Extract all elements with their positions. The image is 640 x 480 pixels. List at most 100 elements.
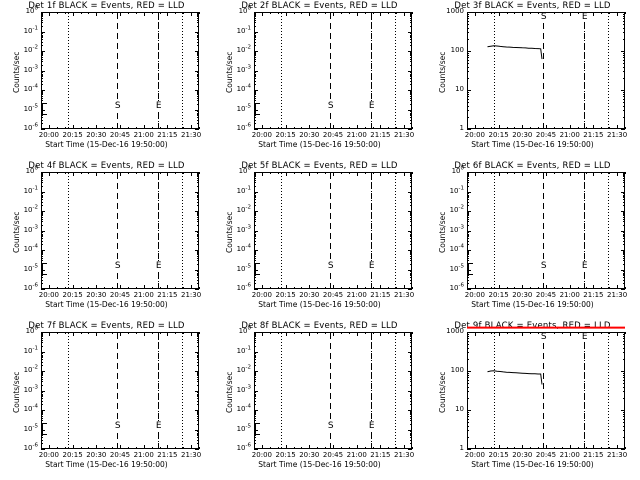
y-tick-minor [254, 439, 256, 441]
y-tick-minor [197, 279, 199, 281]
y-tick-minor [254, 212, 256, 214]
y-tick-minor [410, 251, 412, 253]
y-tick-minor [254, 361, 256, 363]
y-tick-minor [623, 91, 625, 93]
panel-6f: Det 6f BLACK = Events, RED = LLD 100 10-1 1… [426, 160, 639, 320]
x-tick-minor [277, 332, 279, 334]
guide-line-dotted [181, 13, 183, 128]
y-tick-minor [254, 192, 256, 194]
x-tick-mark [309, 12, 311, 16]
x-tick-mark [569, 332, 571, 336]
y-tick-minor [410, 273, 412, 275]
y-tick-mark [408, 31, 412, 33]
x-tick-minor [585, 287, 587, 289]
y-tick-minor [41, 17, 43, 19]
y-tick-minor [623, 398, 625, 400]
y-tick-minor [41, 336, 43, 338]
x-tick-mark [285, 445, 287, 449]
y-tick-minor [41, 58, 43, 60]
baseline-stub [42, 103, 47, 115]
x-tick-mark [48, 445, 50, 449]
x-tick-label: 20:15 [488, 451, 509, 459]
x-tick-minor [561, 287, 563, 289]
y-tick-minor [623, 218, 625, 220]
x-tick-mark [191, 125, 193, 129]
y-tick-minor [623, 430, 625, 432]
y-tick-minor [410, 433, 412, 435]
x-tick-mark [261, 125, 263, 129]
y-tick-minor [410, 400, 412, 402]
y-tick-mark [41, 129, 45, 130]
x-tick-mark [120, 445, 121, 449]
x-tick-minor [490, 127, 492, 129]
x-tick-label: 20:30 [86, 451, 107, 459]
x-tick-minor [625, 12, 626, 14]
x-tick-minor [175, 12, 177, 14]
y-tick-minor [254, 117, 256, 119]
x-axis-label: Start Time (15-Dec-16 19:50:00) [471, 140, 594, 149]
x-tick-label: 20:45 [535, 131, 557, 139]
y-tick-minor [410, 263, 412, 265]
x-tick-minor [56, 12, 58, 14]
y-tick-minor [467, 382, 469, 384]
x-tick-minor [530, 332, 532, 334]
y-tick-mark [621, 230, 625, 232]
x-tick-minor [482, 127, 484, 129]
y-tick-minor [254, 275, 256, 277]
y-tick-label: 1 [459, 444, 464, 452]
y-tick-mark [467, 410, 471, 411]
y-tick-minor [254, 76, 256, 78]
y-tick-minor [41, 354, 43, 356]
x-tick-mark [48, 172, 50, 176]
y-tick-minor [254, 339, 256, 341]
x-tick-label: 21:00 [559, 131, 580, 139]
y-tick-minor [254, 41, 256, 43]
y-tick-minor [197, 260, 199, 262]
x-tick-minor [553, 332, 555, 334]
marker-label-e: E [154, 261, 163, 271]
y-tick-minor [41, 224, 43, 226]
x-tick-minor [490, 332, 492, 334]
y-tick-minor [623, 263, 625, 265]
y-tick-minor [467, 192, 469, 194]
y-tick-minor [41, 193, 43, 195]
y-tick-minor [41, 54, 43, 56]
y-tick-mark [254, 250, 258, 251]
y-tick-minor [410, 437, 412, 439]
x-tick-minor [112, 127, 114, 129]
y-tick-minor [41, 365, 43, 367]
x-tick-minor [364, 332, 366, 334]
y-tick-minor [197, 396, 199, 398]
y-tick-minor [467, 352, 469, 354]
x-tick-minor [127, 447, 129, 449]
y-tick-mark [467, 289, 471, 290]
y-tick-mark [408, 429, 412, 431]
x-tick-mark [309, 125, 311, 129]
y-tick-minor [197, 244, 199, 246]
y-tick-minor [41, 211, 43, 213]
y-tick-minor [41, 398, 43, 400]
y-tick-minor [623, 273, 625, 275]
guide-line-dotted [394, 173, 396, 288]
x-tick-mark [167, 125, 169, 129]
x-tick-minor [506, 12, 508, 14]
y-tick-minor [41, 232, 43, 234]
y-tick-minor [410, 345, 412, 347]
y-tick-minor [197, 177, 199, 179]
x-tick-mark [617, 125, 619, 129]
x-tick-minor [293, 332, 295, 334]
y-tick-minor [410, 374, 412, 376]
y-tick-mark [195, 269, 199, 271]
x-tick-minor [412, 127, 413, 129]
x-tick-mark [474, 12, 476, 16]
y-tick-minor [410, 375, 412, 377]
x-tick-mark [143, 332, 145, 336]
x-tick-minor [64, 447, 66, 449]
x-tick-minor [254, 447, 255, 449]
y-tick-minor [467, 98, 469, 100]
x-tick-minor [553, 172, 555, 174]
x-tick-minor [412, 447, 413, 449]
y-tick-minor [254, 236, 256, 238]
y-tick-minor [41, 345, 43, 347]
y-tick-minor [41, 361, 43, 363]
